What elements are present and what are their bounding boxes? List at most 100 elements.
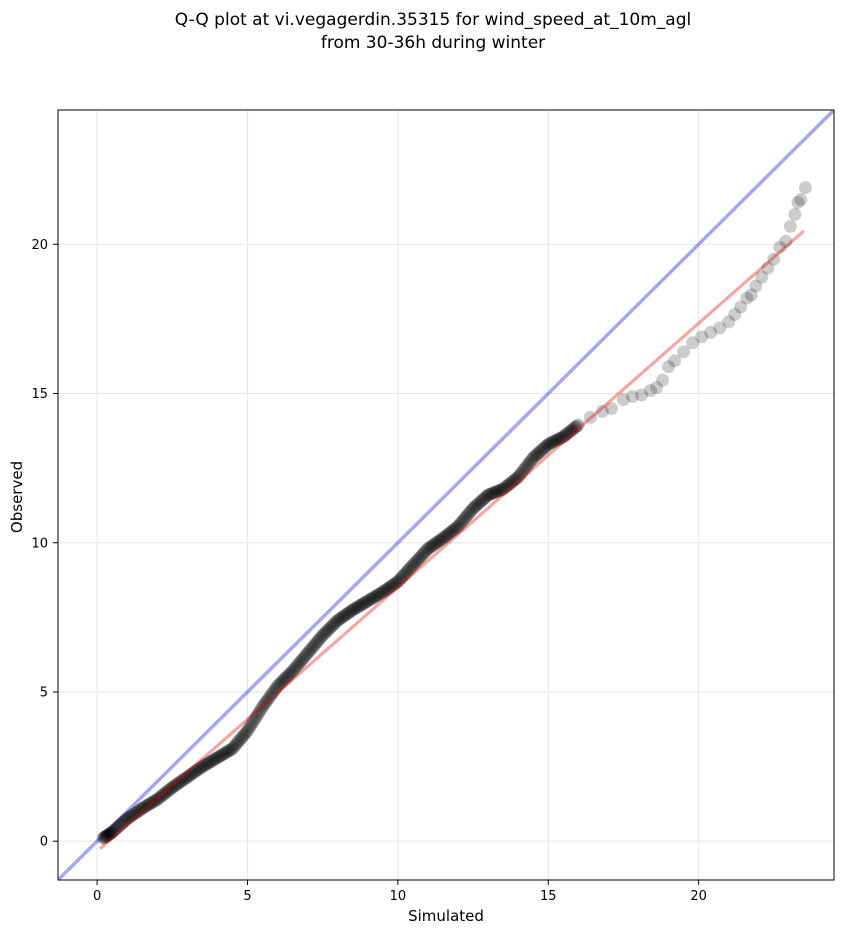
data-point <box>517 463 531 477</box>
data-point <box>97 830 111 844</box>
data-point <box>344 604 358 618</box>
data-point <box>704 325 718 339</box>
data-point <box>504 476 518 490</box>
data-point <box>499 479 513 493</box>
data-point <box>304 642 318 656</box>
data-point <box>131 804 145 818</box>
data-point <box>244 719 258 733</box>
data-point <box>280 669 294 683</box>
data-point <box>316 628 330 642</box>
data-point <box>553 431 567 445</box>
data-point <box>525 452 539 466</box>
data-point <box>384 579 398 593</box>
data-point <box>235 730 249 744</box>
data-point <box>227 740 241 754</box>
data-point <box>416 548 430 562</box>
data-point <box>258 697 272 711</box>
data-point <box>310 635 324 649</box>
data-point <box>387 578 401 592</box>
data-point <box>141 798 155 812</box>
data-point <box>511 470 525 484</box>
data-point <box>323 621 337 635</box>
data-point <box>411 552 425 566</box>
data-point <box>552 432 566 446</box>
data-point <box>351 600 365 614</box>
data-point <box>491 484 505 498</box>
data-point <box>237 728 251 742</box>
data-point <box>432 534 446 548</box>
data-point <box>347 602 361 616</box>
data-point <box>159 786 173 800</box>
y-axis-label: Observed <box>8 461 26 533</box>
data-point <box>566 422 580 436</box>
data-point <box>145 796 159 810</box>
data-point <box>314 631 328 645</box>
data-point <box>554 431 568 445</box>
data-point <box>392 573 406 587</box>
data-point <box>350 600 364 614</box>
data-point <box>275 675 289 689</box>
data-point <box>749 279 763 293</box>
data-point <box>391 575 405 589</box>
data-point <box>332 613 346 627</box>
data-point <box>268 682 282 696</box>
data-point <box>103 827 117 841</box>
reference-line <box>58 110 834 880</box>
data-point <box>260 694 274 708</box>
data-point <box>162 783 176 797</box>
data-point <box>595 404 609 418</box>
data-point <box>507 474 521 488</box>
data-point <box>251 707 265 721</box>
data-point <box>465 503 479 517</box>
data-point <box>464 504 478 518</box>
data-point <box>117 815 131 829</box>
data-point <box>375 586 389 600</box>
data-point <box>204 754 218 768</box>
data-point <box>457 512 471 526</box>
data-point <box>435 532 449 546</box>
data-point <box>558 428 572 442</box>
data-point <box>266 685 280 699</box>
data-point <box>146 795 160 809</box>
data-point <box>177 772 191 786</box>
data-point <box>449 521 463 535</box>
data-point <box>281 668 295 682</box>
data-point <box>202 756 216 770</box>
data-point <box>440 528 454 542</box>
data-point <box>129 806 143 820</box>
data-point <box>409 555 423 569</box>
data-point <box>305 641 319 655</box>
data-point <box>303 644 317 658</box>
data-point <box>306 640 320 654</box>
x-tick-label: 10 <box>390 889 407 904</box>
data-point <box>289 660 303 674</box>
data-point <box>239 725 253 739</box>
data-point <box>170 777 184 791</box>
data-point <box>200 757 214 771</box>
data-point <box>296 651 310 665</box>
data-point <box>514 466 528 480</box>
data-point <box>404 560 418 574</box>
data-point <box>223 743 237 757</box>
data-point <box>547 435 561 449</box>
data-point <box>201 756 215 770</box>
data-point <box>479 490 493 504</box>
data-point <box>206 753 220 767</box>
data-point <box>527 450 541 464</box>
data-point <box>625 390 639 404</box>
data-point <box>740 291 754 305</box>
data-point <box>430 536 444 550</box>
data-point <box>99 829 113 843</box>
data-point <box>338 608 352 622</box>
data-point <box>152 791 166 805</box>
reference-line-group <box>58 110 834 880</box>
data-point <box>216 747 230 761</box>
x-axis-label: Simulated <box>408 907 484 925</box>
data-point <box>279 670 293 684</box>
data-point <box>230 737 244 751</box>
data-point <box>539 439 553 453</box>
data-point <box>477 492 491 506</box>
data-point <box>195 760 209 774</box>
data-point <box>773 240 787 254</box>
data-point <box>224 742 238 756</box>
